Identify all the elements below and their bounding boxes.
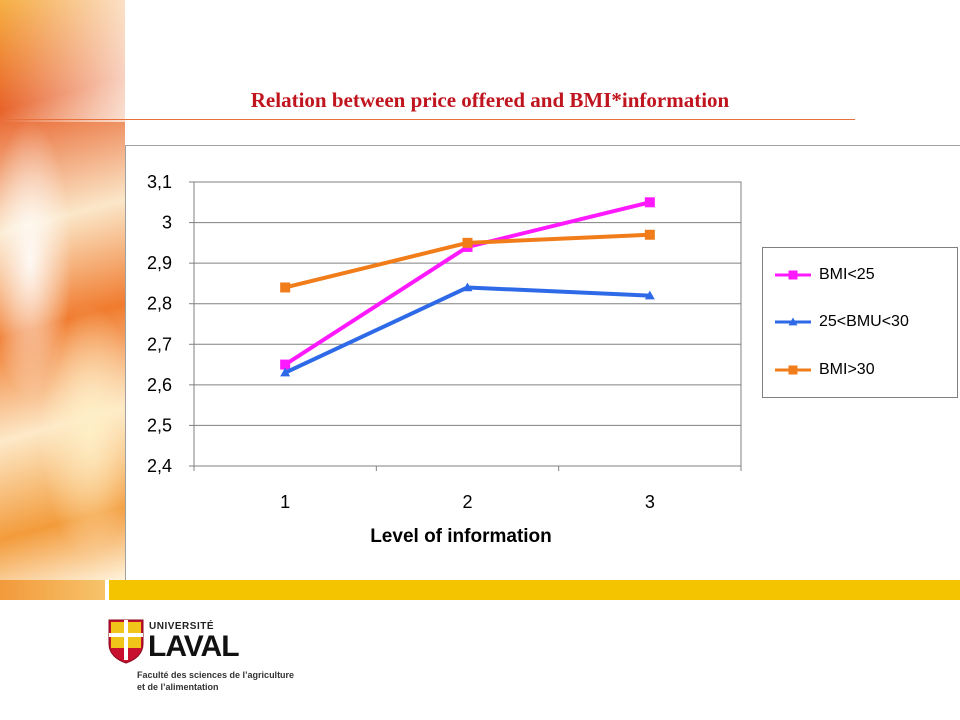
- y-tick-label: 3: [162, 213, 172, 233]
- point-marker: [644, 197, 655, 208]
- universite-laval-logo: UNIVERSITÉ LAVAL Faculté des sciences de…: [107, 618, 307, 708]
- slide-title: Relation between price offered and BMI*i…: [250, 88, 730, 112]
- x-tick-label: 1: [280, 492, 290, 512]
- point-marker: [280, 359, 291, 370]
- line-chart: 2,4 2,5 2,6 2,7 2,8 2,9 3 3,1 1 2 3 Level of info…: [147, 172, 742, 547]
- chart-legend: BMI<25 25<BMU<30 BMI>30: [762, 247, 958, 398]
- crest-icon: [108, 619, 144, 664]
- point-marker: [462, 237, 473, 248]
- x-axis-label: Level of information: [370, 526, 552, 547]
- legend-item: BMI<25: [773, 264, 953, 286]
- legend-item: BMI>30: [773, 359, 953, 381]
- header-fade: [0, 0, 960, 122]
- axes: [189, 181, 742, 471]
- legend-label: BMI>30: [819, 361, 875, 378]
- logo-faculty-line-2: et de l’alimentation: [137, 682, 219, 692]
- y-tick-label: 2,5: [147, 415, 172, 435]
- footer-bar-right: [109, 580, 960, 600]
- point-marker: [280, 282, 291, 293]
- y-tick-label: 2,9: [147, 253, 172, 273]
- y-tick-labels: 2,4 2,5 2,6 2,7 2,8 2,9 3 3,1: [147, 172, 172, 476]
- gridlines: [193, 181, 742, 467]
- legend-label: 25<BMU<30: [819, 313, 909, 330]
- logo-faculty-line-1: Faculté des sciences de l’agriculture: [137, 670, 295, 680]
- point-marker: [280, 367, 291, 377]
- plot-frame: [193, 181, 742, 467]
- y-tick-label: 2,4: [147, 456, 172, 476]
- title-divider: [0, 119, 855, 120]
- point-marker: [462, 282, 473, 292]
- point-marker: [644, 290, 655, 300]
- logo-text-universite: UNIVERSITÉ: [149, 621, 215, 632]
- x-tick-label: 3: [645, 492, 655, 512]
- series-1: [280, 282, 655, 377]
- point-marker: [788, 317, 798, 326]
- x-tick-label: 2: [462, 492, 472, 512]
- footer-bar-left: [0, 580, 105, 600]
- legend-swatch: [775, 317, 811, 326]
- legend-label: BMI<25: [819, 266, 875, 283]
- y-tick-label: 3,1: [147, 172, 172, 192]
- x-tick-labels: 1 2 3: [280, 492, 655, 512]
- series-lines: [280, 197, 655, 377]
- legend-item: 25<BMU<30: [773, 311, 953, 333]
- chart-area: 2,4 2,5 2,6 2,7 2,8 2,9 3 3,1 1 2 3 Level of info…: [125, 145, 960, 581]
- logo-text-laval: LAVAL: [148, 630, 240, 663]
- point-marker: [788, 270, 798, 280]
- y-tick-label: 2,7: [147, 334, 172, 354]
- legend-swatch: [775, 270, 811, 280]
- series-2: [280, 229, 655, 293]
- point-marker: [788, 365, 798, 375]
- y-tick-label: 2,6: [147, 375, 172, 395]
- y-tick-label: 2,8: [147, 294, 172, 314]
- point-marker: [644, 229, 655, 240]
- legend-swatch: [775, 365, 811, 375]
